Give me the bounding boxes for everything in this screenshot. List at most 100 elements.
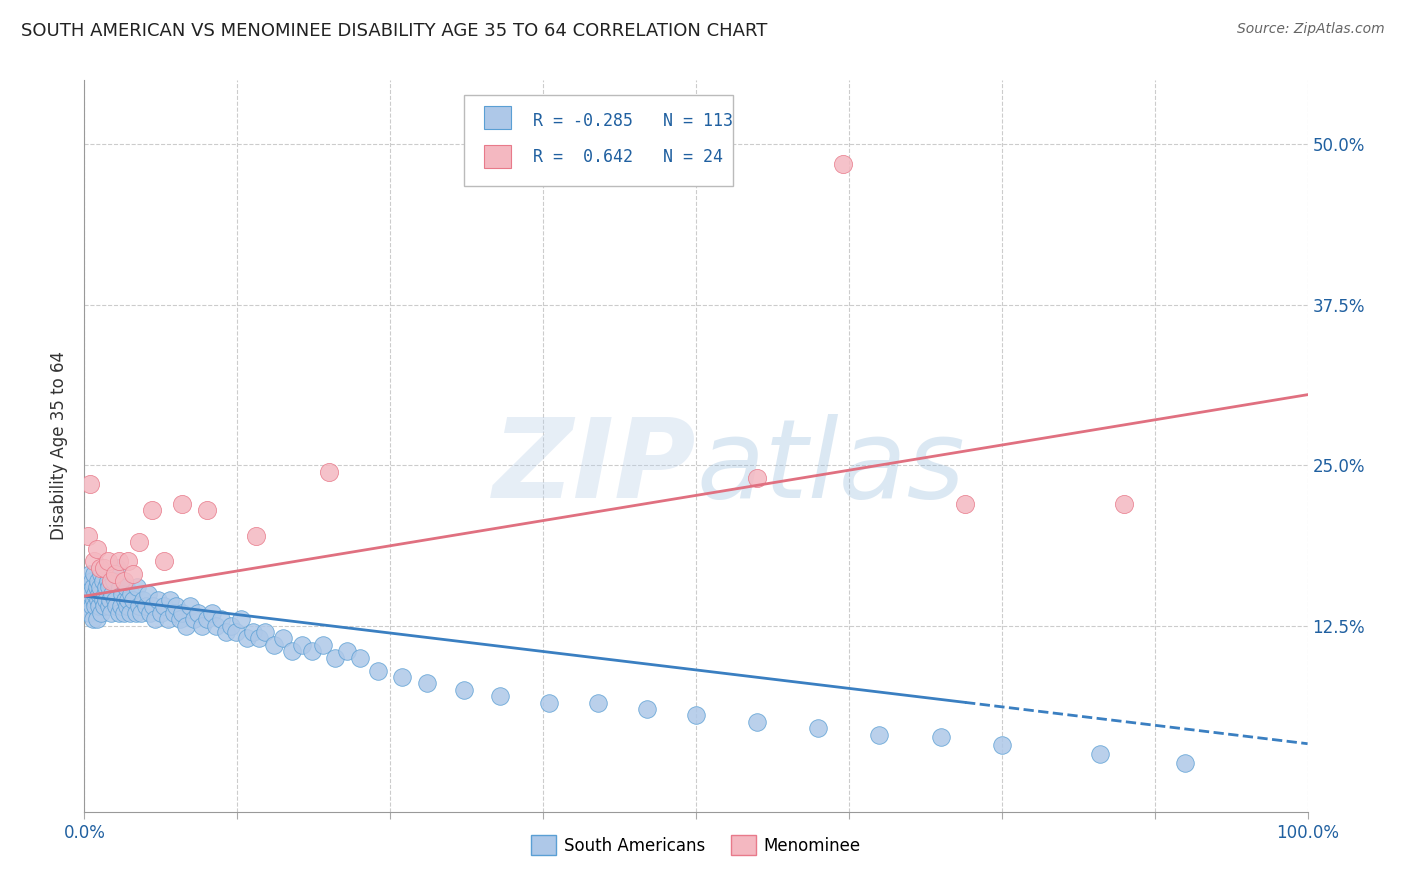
Point (245, 529, 267, 543)
Point (111, 586, 134, 600)
Point (89, 580, 111, 594)
Point (90, 606, 112, 620)
Point (195, 612, 218, 626)
Point (105, 561, 128, 575)
Point (100, 574, 122, 588)
Point (953, 497, 976, 511)
Point (153, 599, 176, 614)
Point (80, 574, 103, 588)
Point (125, 606, 148, 620)
Point (229, 612, 252, 626)
Point (236, 632, 259, 646)
Point (200, 606, 222, 620)
Point (391, 670, 413, 684)
Text: R =  0.642   N = 24: R = 0.642 N = 24 (533, 148, 723, 166)
Point (195, 503, 218, 517)
Point (169, 612, 191, 626)
Point (143, 612, 166, 626)
Y-axis label: Disability Age 35 to 64: Disability Age 35 to 64 (51, 351, 69, 541)
Point (108, 580, 131, 594)
Point (87, 586, 110, 600)
Point (115, 599, 138, 614)
Legend: South Americans, Menominee: South Americans, Menominee (524, 829, 868, 862)
Point (869, 728, 891, 742)
Point (586, 696, 609, 710)
Point (79, 567, 101, 582)
Point (97, 574, 120, 588)
Point (453, 682, 475, 697)
Point (100, 606, 122, 620)
Point (146, 593, 169, 607)
Point (132, 593, 155, 607)
Point (416, 676, 439, 690)
Point (80, 599, 103, 614)
Text: Source: ZipAtlas.com: Source: ZipAtlas.com (1237, 22, 1385, 37)
Point (105, 599, 128, 614)
Point (747, 471, 769, 485)
Point (135, 599, 157, 614)
Point (281, 644, 304, 658)
Point (318, 465, 340, 479)
Point (107, 606, 129, 620)
Point (122, 567, 145, 582)
Point (96, 593, 118, 607)
Point (125, 580, 148, 594)
Text: ZIP: ZIP (492, 415, 696, 522)
Point (83, 593, 105, 607)
Point (96, 580, 118, 594)
Point (1088, 747, 1111, 761)
Point (183, 612, 205, 626)
FancyBboxPatch shape (484, 106, 512, 129)
Point (219, 618, 242, 632)
Point (83, 554, 105, 568)
Point (82, 612, 104, 626)
Point (91, 574, 114, 588)
FancyBboxPatch shape (484, 145, 512, 168)
Point (179, 599, 201, 614)
Text: SOUTH AMERICAN VS MENOMINEE DISABILITY AGE 35 TO 64 CORRELATION CHART: SOUTH AMERICAN VS MENOMINEE DISABILITY A… (21, 22, 768, 40)
Point (86, 580, 108, 594)
Point (84, 586, 107, 600)
Point (172, 497, 194, 511)
Point (117, 554, 139, 568)
Point (254, 625, 277, 640)
Point (174, 618, 197, 632)
Text: atlas: atlas (696, 415, 965, 522)
Point (87, 593, 110, 607)
Point (489, 690, 512, 704)
Point (86, 541, 108, 556)
Point (114, 593, 136, 607)
Point (271, 632, 294, 646)
Point (139, 606, 162, 620)
Point (93, 561, 115, 575)
Point (77, 574, 100, 588)
Point (291, 638, 314, 652)
Point (301, 644, 323, 658)
Point (93, 599, 115, 614)
Point (831, 157, 853, 171)
Point (91, 593, 114, 607)
Point (104, 593, 127, 607)
FancyBboxPatch shape (464, 95, 733, 186)
Point (104, 567, 127, 582)
Point (209, 612, 232, 626)
Point (77, 529, 100, 543)
Point (97, 599, 120, 614)
Point (98, 593, 121, 607)
Point (89, 561, 111, 575)
Point (1174, 756, 1197, 770)
Point (349, 650, 371, 665)
Point (129, 606, 152, 620)
Point (101, 586, 124, 600)
Point (172, 606, 194, 620)
Point (336, 644, 359, 658)
Point (97, 554, 120, 568)
Point (79, 586, 101, 600)
Point (929, 731, 952, 745)
Point (86, 612, 108, 626)
Point (367, 664, 389, 678)
Point (87, 574, 110, 588)
Point (225, 625, 247, 640)
Point (83, 567, 105, 582)
Point (323, 650, 346, 665)
